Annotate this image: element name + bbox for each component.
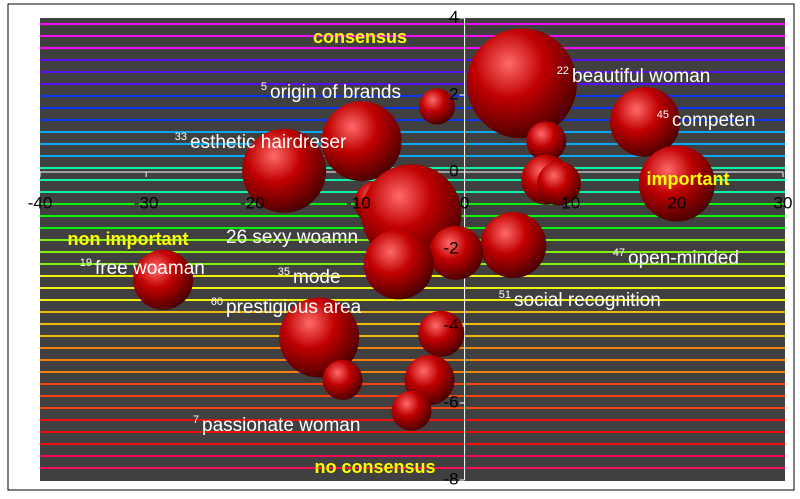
x-tick-label: -30 <box>134 193 159 212</box>
bubble-label: open-minded <box>628 248 739 269</box>
bubble-label: mode <box>293 267 341 288</box>
label-id: 35 <box>278 266 290 278</box>
marks <box>40 18 784 481</box>
bubble <box>638 145 715 222</box>
label-id: 19 <box>80 257 92 269</box>
annotation: consensus <box>313 27 407 47</box>
bubble-label: beautiful woman <box>572 66 710 87</box>
y-tick-label: 4 <box>449 7 458 26</box>
bubble <box>429 225 484 280</box>
bubble <box>610 86 681 157</box>
bubble-label: prestigious area <box>226 297 362 318</box>
bubble <box>526 121 567 162</box>
label-id: 60 <box>211 296 223 308</box>
label-id: 51 <box>499 289 511 301</box>
bubble-label: passionate woman <box>202 415 360 436</box>
bubble <box>466 28 577 139</box>
bubble <box>242 128 327 213</box>
x-tick-label: -20 <box>240 193 265 212</box>
bubble <box>279 297 360 378</box>
bubble <box>418 310 465 357</box>
bubble <box>133 249 194 310</box>
bubble <box>321 101 402 182</box>
annotation: no consensus <box>314 457 435 477</box>
y-tick-label: 2 <box>449 84 458 103</box>
label-id: 22 <box>557 65 569 77</box>
x-tick-label: 30 <box>774 193 793 212</box>
y-tick-label: 0 <box>449 161 458 180</box>
bubble <box>480 212 547 279</box>
y-tick-label: -8 <box>443 469 458 488</box>
label-id: 33 <box>175 131 187 143</box>
annotation: important <box>647 169 730 189</box>
x-tick-label: 20 <box>667 193 686 212</box>
x-tick-label: 0 <box>460 193 469 212</box>
bubble-label: social recognition <box>514 290 661 311</box>
bubble <box>391 390 432 431</box>
bubble-label: 26 sexy woamn <box>226 227 358 248</box>
bubble-label: esthetic hairdreser <box>190 132 347 153</box>
bubble <box>363 229 434 300</box>
bubble <box>322 359 363 400</box>
x-tick-label: -40 <box>28 193 53 212</box>
label-id: 5 <box>261 81 267 93</box>
bubble-label: competen <box>672 110 755 131</box>
bubble-label: free woaman <box>95 258 205 279</box>
annotation: non important <box>68 229 189 249</box>
y-tick-label: -4 <box>443 315 458 334</box>
bubble <box>418 88 455 125</box>
label-id: 7 <box>193 414 199 426</box>
y-tick-label: -2 <box>443 238 458 257</box>
y-tick-label: -6 <box>443 392 458 411</box>
x-tick-label: -10 <box>346 193 371 212</box>
bubble <box>537 161 582 206</box>
label-id: 47 <box>613 247 625 259</box>
label-id: 45 <box>657 109 669 121</box>
bubble-label: origin of brands <box>270 82 401 103</box>
x-tick-label: 10 <box>561 193 580 212</box>
